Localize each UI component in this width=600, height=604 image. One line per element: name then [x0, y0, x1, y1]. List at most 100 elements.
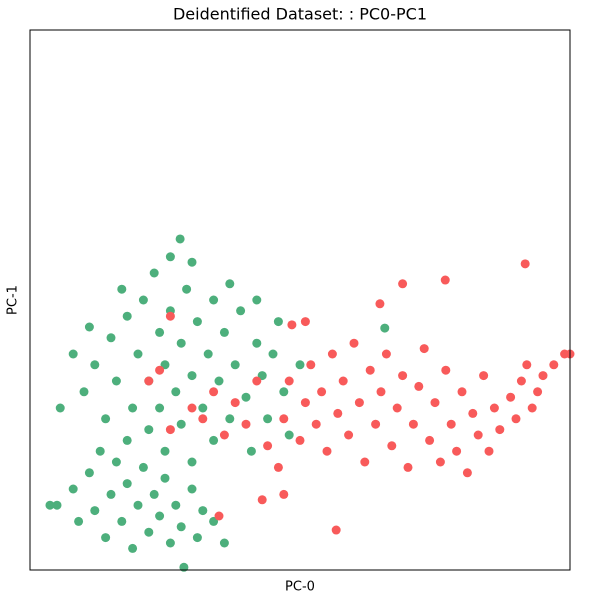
chart-title: Deidentified Dataset: : PC0-PC1 [173, 5, 427, 24]
scatter-point [165, 538, 175, 548]
scatter-point [246, 446, 256, 456]
plot-frame [29, 29, 571, 571]
scatter-point [300, 398, 310, 408]
scatter-point [376, 387, 386, 397]
scatter-point [462, 468, 472, 478]
scatter-point [209, 387, 219, 397]
scatter-point [468, 408, 478, 418]
scatter-point [84, 468, 94, 478]
scatter-point [241, 419, 251, 429]
scatter-point [52, 500, 62, 510]
scatter-point [398, 371, 408, 381]
scatter-point [284, 376, 294, 386]
scatter-point [360, 457, 370, 467]
scatter-point [74, 516, 84, 526]
scatter-point [479, 371, 489, 381]
scatter-point [106, 333, 116, 343]
scatter-point [446, 419, 456, 429]
scatter-point [371, 419, 381, 429]
scatter-point [252, 376, 262, 386]
scatter-point [225, 414, 235, 424]
scatter-point [68, 484, 78, 494]
scatter-point [381, 349, 391, 359]
scatter-point [111, 457, 121, 467]
scatter-point [187, 457, 197, 467]
scatter-point [279, 489, 289, 499]
scatter-point [165, 252, 175, 262]
scatter-point [295, 435, 305, 445]
scatter-point [252, 338, 262, 348]
scatter-point [138, 462, 148, 472]
scatter-point [279, 414, 289, 424]
scatter-point [327, 349, 337, 359]
scatter-point [516, 376, 526, 386]
scatter-point [344, 430, 354, 440]
scatter-point [322, 446, 332, 456]
scatter-point [138, 295, 148, 305]
scatter-point [68, 349, 78, 359]
scatter-point [414, 381, 424, 391]
scatter-point [435, 457, 445, 467]
scatter-point [398, 279, 408, 289]
scatter-point [122, 311, 132, 321]
scatter-point [117, 284, 127, 294]
scatter-point [549, 360, 559, 370]
scatter-point [182, 284, 192, 294]
scatter-point [268, 349, 278, 359]
scatter-point [176, 522, 186, 532]
scatter-point [219, 327, 229, 337]
scatter-point [165, 311, 175, 321]
scatter-point [380, 323, 390, 333]
scatter-point [171, 500, 181, 510]
scatter-point [155, 365, 165, 375]
scatter-point [219, 430, 229, 440]
scatter-point [425, 435, 435, 445]
scatter-point [273, 462, 283, 472]
scatter-point [236, 306, 246, 316]
scatter-point [506, 392, 516, 402]
scatter-point [90, 360, 100, 370]
scatter-point [522, 360, 532, 370]
scatter-point [287, 320, 297, 330]
scatter-point [230, 398, 240, 408]
scatter-point [484, 446, 494, 456]
scatter-point [144, 425, 154, 435]
scatter-point [171, 387, 181, 397]
scatter-point [209, 435, 219, 445]
scatter-point [160, 473, 170, 483]
y-axis-label: PC-1 [6, 285, 21, 315]
scatter-point [333, 408, 343, 418]
scatter-point [122, 479, 132, 489]
scatter-point [90, 506, 100, 516]
scatter-point [144, 527, 154, 537]
scatter-point [273, 317, 283, 327]
scatter-point [45, 500, 55, 510]
scatter-point [106, 489, 116, 499]
scatter-point [457, 387, 467, 397]
scatter-point [79, 387, 89, 397]
scatter-point [408, 419, 418, 429]
scatter-point [349, 338, 359, 348]
scatter-point [306, 360, 316, 370]
scatter-point [198, 506, 208, 516]
scatter-point [144, 376, 154, 386]
scatter-point [214, 511, 224, 521]
scatter-point [101, 533, 111, 543]
scatter-point [375, 299, 385, 309]
scatter-point [520, 259, 530, 269]
scatter-point [128, 543, 138, 553]
scatter-point [214, 376, 224, 386]
x-axis-label: PC-0 [285, 580, 315, 595]
scatter-point [284, 430, 294, 440]
scatter-point [419, 344, 429, 354]
scatter-point [279, 387, 289, 397]
scatter-point [225, 279, 235, 289]
scatter-point [155, 327, 165, 337]
scatter-point [365, 365, 375, 375]
scatter-point [252, 295, 262, 305]
scatter-point [187, 257, 197, 267]
scatter-point [300, 317, 310, 327]
scatter-point [257, 495, 267, 505]
scatter-point [473, 430, 483, 440]
